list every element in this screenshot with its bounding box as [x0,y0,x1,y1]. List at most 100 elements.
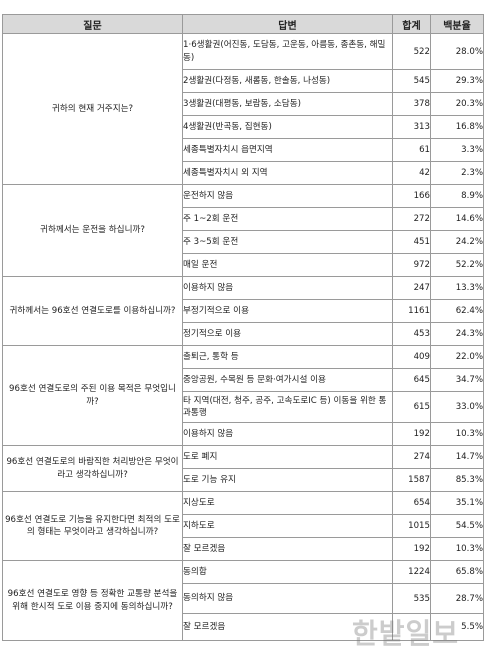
header-percent: 백분율 [430,14,484,34]
total-cell: 409 [392,345,431,369]
answer-cell: 중앙공원, 수목원 등 문화·여가시설 이용 [182,368,393,392]
table-row: 2생활권(다정동, 새롬동, 한솔동, 나성동) 545 29.3% [3,69,484,93]
total-cell: 535 [392,583,431,614]
total-cell: 1224 [392,560,431,584]
total-cell: 247 [392,276,431,300]
table-row: 96호선 연결도로의 주된 이용 목적은 무엇입니까? 출퇴근, 통학 등 409 2… [2,345,484,446]
total-cell: 972 [392,253,431,277]
answer-cell: 이용하지 않음 [182,422,393,446]
percent-cell: 33.0% [430,391,484,423]
percent-cell: 29.3% [430,69,484,93]
percent-cell: 16.8% [430,115,484,139]
total-cell: 42 [392,161,431,185]
answer-cell: 운전하지 않음 [182,184,393,208]
total-cell: 1015 [392,514,431,538]
percent-cell: 35.1% [430,491,484,515]
answer-cell: 잘 모르겠음 [182,537,393,561]
table-row: 도로 기능 유지 1587 85.3% [3,468,484,492]
total-cell: 272 [392,207,431,231]
table-row: 타 지역(대전, 청주, 공주, 고속도로IC 등) 이동을 위한 통과통행 61… [3,391,484,423]
table-row: 잘 모르겠음 5.5% [3,613,484,641]
question-cell: 96호선 연결도로 영향 등 정확한 교통량 분석을 위해 한시적 도로 이용 … [2,560,183,641]
table-row: 96호선 연결도로 기능을 유지한다면 최적의 도로의 형태는 무엇이라고 생각… [2,491,484,561]
percent-cell: 24.2% [430,230,484,254]
header-total: 합계 [392,14,431,34]
table-row: 귀하께서는 96호선 연결도로를 이용하십니까? 이용하지 않음 247 13.3% [2,276,484,346]
total-cell: 313 [392,115,431,139]
percent-cell: 13.3% [430,276,484,300]
answer-cell: 3생활권(대평동, 보람동, 소담동) [182,92,393,116]
answer-cell: 지상도로 [182,491,393,515]
survey-table-body: 귀하의 현재 거주지는? 1·6생활권(어진동, 도담동, 고운동, 아름동, 종… [2,33,484,641]
answer-cell: 세종특별자치시 외 지역 [182,161,393,185]
table-row: 부정기적으로 이용 1161 62.4% [3,299,484,323]
percent-cell: 14.6% [430,207,484,231]
survey-table: 질문 답변 합계 백분율 귀하의 현재 거주지는? 1·6생활권(어진동, 도담동… [2,14,484,641]
answer-cell: 세종특별자치시 읍면지역 [182,138,393,162]
percent-cell: 52.2% [430,253,484,277]
total-cell: 166 [392,184,431,208]
answer-cell: 타 지역(대전, 청주, 공주, 고속도로IC 등) 이동을 위한 통과통행 [182,391,393,423]
answer-cell: 도로 폐지 [182,445,393,469]
total-cell: 654 [392,491,431,515]
percent-cell: 65.8% [430,560,484,584]
percent-cell: 24.3% [430,322,484,346]
answer-cell: 잘 모르겠음 [182,613,393,641]
answer-cell: 부정기적으로 이용 [182,299,393,323]
answer-cell: 지하도로 [182,514,393,538]
answer-cell: 4생활권(반곡동, 집현동) [182,115,393,139]
percent-cell: 10.3% [430,537,484,561]
table-row: 주 3~5회 운전 451 24.2% [3,230,484,254]
table-row: 세종특별자치시 외 지역 42 2.3% [3,161,484,185]
answer-cell: 동의함 [182,560,393,584]
answer-cell: 정기적으로 이용 [182,322,393,346]
total-cell: 1161 [392,299,431,323]
total-cell: 378 [392,92,431,116]
question-cell: 96호선 연결도로의 바람직한 처리방안은 무엇이라고 생각하십니까? [2,445,183,492]
percent-cell: 14.7% [430,445,484,469]
header-row: 질문 답변 합계 백분율 [2,14,484,34]
table-row: 주 1~2회 운전 272 14.6% [3,207,484,231]
total-cell [392,613,431,641]
total-cell: 192 [392,422,431,446]
table-row: 귀하의 현재 거주지는? 1·6생활권(어진동, 도담동, 고운동, 아름동, 종… [2,33,484,185]
answer-cell: 출퇴근, 통학 등 [182,345,393,369]
table-row: 매일 운전 972 52.2% [3,253,484,277]
total-cell: 453 [392,322,431,346]
question-cell: 귀하께서는 96호선 연결도로를 이용하십니까? [2,276,183,346]
total-cell: 645 [392,368,431,392]
total-cell: 615 [392,391,431,423]
question-cell: 귀하께서는 운전을 하십니까? [2,184,183,277]
answer-cell: 주 1~2회 운전 [182,207,393,231]
percent-cell: 34.7% [430,368,484,392]
percent-cell: 54.5% [430,514,484,538]
answer-cell: 주 3~5회 운전 [182,230,393,254]
table-row: 96호선 연결도로의 바람직한 처리방안은 무엇이라고 생각하십니까? 도로 폐지… [2,445,484,492]
table-row: 동의하지 않음 535 28.7% [3,583,484,614]
total-cell: 522 [392,33,431,70]
percent-cell: 85.3% [430,468,484,492]
answer-cell: 도로 기능 유지 [182,468,393,492]
total-cell: 61 [392,138,431,162]
answer-cell: 2생활권(다정동, 새롬동, 한솔동, 나성동) [182,69,393,93]
percent-cell: 62.4% [430,299,484,323]
total-cell: 451 [392,230,431,254]
total-cell: 192 [392,537,431,561]
answer-cell: 1·6생활권(어진동, 도담동, 고운동, 아름동, 종촌동, 해밀동) [182,33,393,70]
percent-cell: 10.3% [430,422,484,446]
total-cell: 274 [392,445,431,469]
header-question: 질문 [2,14,183,34]
percent-cell: 22.0% [430,345,484,369]
table-row: 3생활권(대평동, 보람동, 소담동) 378 20.3% [3,92,484,116]
question-cell: 96호선 연결도로 기능을 유지한다면 최적의 도로의 형태는 무엇이라고 생각… [2,491,183,561]
answer-cell: 매일 운전 [182,253,393,277]
percent-cell: 28.7% [430,583,484,614]
total-cell: 1587 [392,468,431,492]
table-row: 귀하께서는 운전을 하십니까? 운전하지 않음 166 8.9% [2,184,484,277]
percent-cell: 2.3% [430,161,484,185]
total-cell: 545 [392,69,431,93]
table-row: 96호선 연결도로 영향 등 정확한 교통량 분석을 위해 한시적 도로 이용 … [2,560,484,641]
percent-cell: 20.3% [430,92,484,116]
table-row: 지하도로 1015 54.5% [3,514,484,538]
percent-cell: 3.3% [430,138,484,162]
